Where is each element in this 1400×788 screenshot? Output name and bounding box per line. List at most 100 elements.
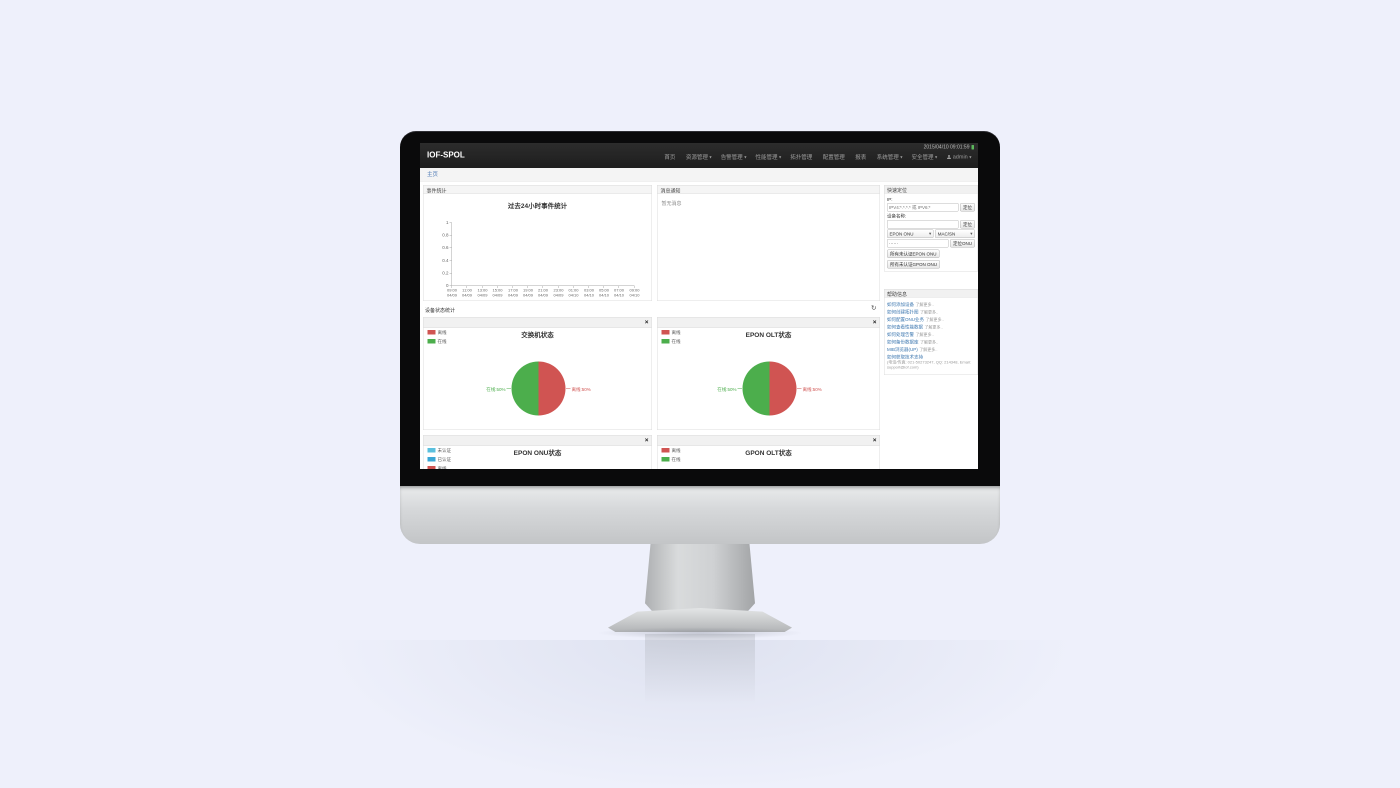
user-icon [946, 155, 951, 159]
x-tick-label: 07:00 04/10 [613, 288, 625, 298]
top-navbar: IOF-SPOL 2015/04/10 09:01:59 首页 资源管理 ▾ 告警… [420, 143, 978, 168]
red-swatch-icon [427, 330, 436, 335]
nav-item-alarm[interactable]: 告警管理 ▾ [720, 154, 747, 161]
pie-chart-title: 交换机状态 [521, 331, 554, 339]
breadcrumb-home-link[interactable]: 主页 [427, 171, 438, 178]
panel-toolbar: × [423, 317, 652, 328]
monitor-screen: IOF-SPOL 2015/04/10 09:01:59 首页 资源管理 ▾ 告警… [420, 143, 978, 469]
pie-label-offline: 离线:50% [802, 387, 822, 392]
pie-callout-line [797, 388, 802, 389]
y-tick-label: 0.8 [442, 232, 449, 238]
chevron-down-icon: ▾ [928, 231, 932, 236]
pie-callout-line [737, 388, 742, 389]
pie-callout-line [506, 388, 511, 389]
legend-item: 离线 [427, 465, 452, 469]
onu-key-input[interactable] [887, 239, 949, 248]
panel-toolbar: × [423, 435, 652, 446]
x-tick-label: 23:00 04/09 [553, 288, 564, 298]
y-axis-ticks [449, 222, 452, 287]
legend: 离线 在线 [661, 447, 681, 465]
help-links-list: 如何添加设备 了解更多.. 如何创建拓扑图 了解更多.. 如何配置ONU业务 了解更多… [885, 298, 978, 375]
x-tick-label: 01:00 04/10 [568, 288, 579, 298]
legend: 离线 在线 [661, 329, 681, 347]
y-axis [451, 222, 452, 286]
nav-item-config[interactable]: 配置管理 [822, 154, 845, 161]
message-panel: 消息通知 暂无消息 [657, 185, 880, 301]
list-item: 如何查看性能数据 了解更多.. [887, 324, 943, 330]
onu-type-select[interactable]: EPON ONU ▾ [887, 229, 934, 238]
switch-status-panel: × 交换机状态 离线 在线 在线:50% 离线:50% [423, 317, 652, 430]
help-link[interactable]: 如何查看性能数据 [887, 324, 924, 330]
legend-item: 已认证 [427, 456, 451, 463]
x-tick-label: 05:00 04/10 [598, 288, 610, 298]
legend: 未认证 已认证 离线 [427, 447, 452, 469]
locate-onu-button[interactable]: 定位ONU [950, 239, 975, 248]
nav-item-performance[interactable]: 性能管理 ▾ [755, 154, 782, 161]
stand-reflection [645, 634, 755, 704]
unauth-epon-onu-button[interactable]: 所有未认证EPON ONU [887, 249, 940, 258]
pie-label-online: 在线:50% [486, 387, 506, 392]
locate-ip-button[interactable]: 定位 [959, 203, 975, 212]
monitor-stand-base [608, 608, 792, 632]
help-link[interactable]: 如何处理告警 [887, 332, 915, 337]
floor-reflection [330, 640, 1070, 788]
help-link[interactable]: 如何添加设备 [887, 302, 915, 307]
refresh-icon[interactable]: ↻ [871, 304, 877, 312]
help-link[interactable]: MIB浏览器(UP) [887, 347, 918, 352]
pie-label-online: 在线:50% [717, 387, 737, 392]
ip-label: IP: [887, 197, 893, 202]
pie-chart [511, 361, 566, 416]
locate-name-button[interactable]: 定位 [959, 220, 975, 229]
help-link[interactable]: 如何配置ONU业务 [887, 317, 924, 322]
legend: 离线 在线 [427, 329, 447, 347]
legend-item: 离线 [661, 447, 681, 454]
x-tick-label: 17:00 04/09 [507, 288, 519, 298]
pie-chart-title: EPON OLT状态 [745, 331, 792, 339]
x-tick-label: 19:00 04/09 [522, 288, 534, 298]
nav-item-user[interactable]: admin ▾ [942, 154, 976, 160]
list-item: 如何备份数据库 了解更多.. [887, 339, 939, 345]
nav-item-security[interactable]: 安全管理 ▾ [911, 154, 938, 161]
app-logo: IOF-SPOL [427, 151, 465, 160]
panel-toolbar: × [657, 435, 880, 446]
x-tick-label: 09:00 04/10 [629, 288, 640, 298]
close-icon[interactable]: × [872, 318, 877, 326]
nav-item-system[interactable]: 系统管理 ▾ [876, 154, 903, 161]
close-icon[interactable]: × [644, 318, 649, 326]
y-tick-label: 0 [445, 283, 449, 288]
key-type-select[interactable]: MAC/SN ▾ [935, 229, 975, 238]
ip-input[interactable] [887, 203, 959, 212]
x-tick-label: 15:00 04/09 [492, 288, 503, 298]
x-tick-label: 21:00 04/09 [537, 288, 549, 298]
y-tick-label: 0.4 [442, 258, 449, 263]
help-link[interactable]: 如何获取技术支持 [887, 354, 924, 360]
support-contact-note: (电话/传真: 021-50273247, QQ: 214348, Email:… [887, 360, 971, 370]
help-link[interactable]: 如何备份数据库 [887, 339, 919, 345]
chevron-down-icon: ▾ [970, 231, 973, 236]
close-icon[interactable]: × [872, 436, 877, 444]
list-item: 如何处理告警 了解更多.. [887, 332, 934, 337]
close-icon[interactable]: × [644, 436, 649, 444]
nav-item-report[interactable]: 报表 [855, 154, 867, 161]
stand-shadow [596, 627, 804, 639]
device-name-input[interactable] [887, 220, 959, 229]
list-item: 如何获取技术支持 (电话/传真: 021-50273247, QQ: 21434… [887, 355, 975, 371]
green-swatch-icon [661, 457, 670, 462]
monitor-chin [400, 486, 1000, 544]
section-header: 帮助信息 [884, 289, 978, 298]
legend-item: 离线 [661, 329, 681, 336]
nav-item-home[interactable]: 首页 [664, 154, 676, 161]
epon-olt-status-panel: × EPON OLT状态 离线 在线 在线:50% 离线:50% [657, 317, 880, 430]
nav-item-topology[interactable]: 拓扑管理 [790, 154, 813, 161]
gpon-olt-status-panel: × GPON OLT状态 离线 在线 [657, 435, 880, 469]
help-link[interactable]: 如何创建拓扑图 [887, 309, 919, 315]
list-item: 如何添加设备 了解更多.. [887, 302, 934, 307]
nav-item-resource[interactable]: 资源管理 ▾ [685, 154, 712, 161]
x-tick-label: 11:00 04/09 [461, 288, 473, 298]
unauth-gpon-onu-button[interactable]: 所有未认证GPON ONU [887, 260, 941, 269]
legend-item: 在线 [661, 338, 681, 345]
red-swatch-icon [661, 448, 670, 453]
y-tick-label: 0.2 [442, 270, 449, 276]
panel-header: 事件统计 [423, 185, 652, 194]
legend-item: 离线 [427, 329, 447, 336]
